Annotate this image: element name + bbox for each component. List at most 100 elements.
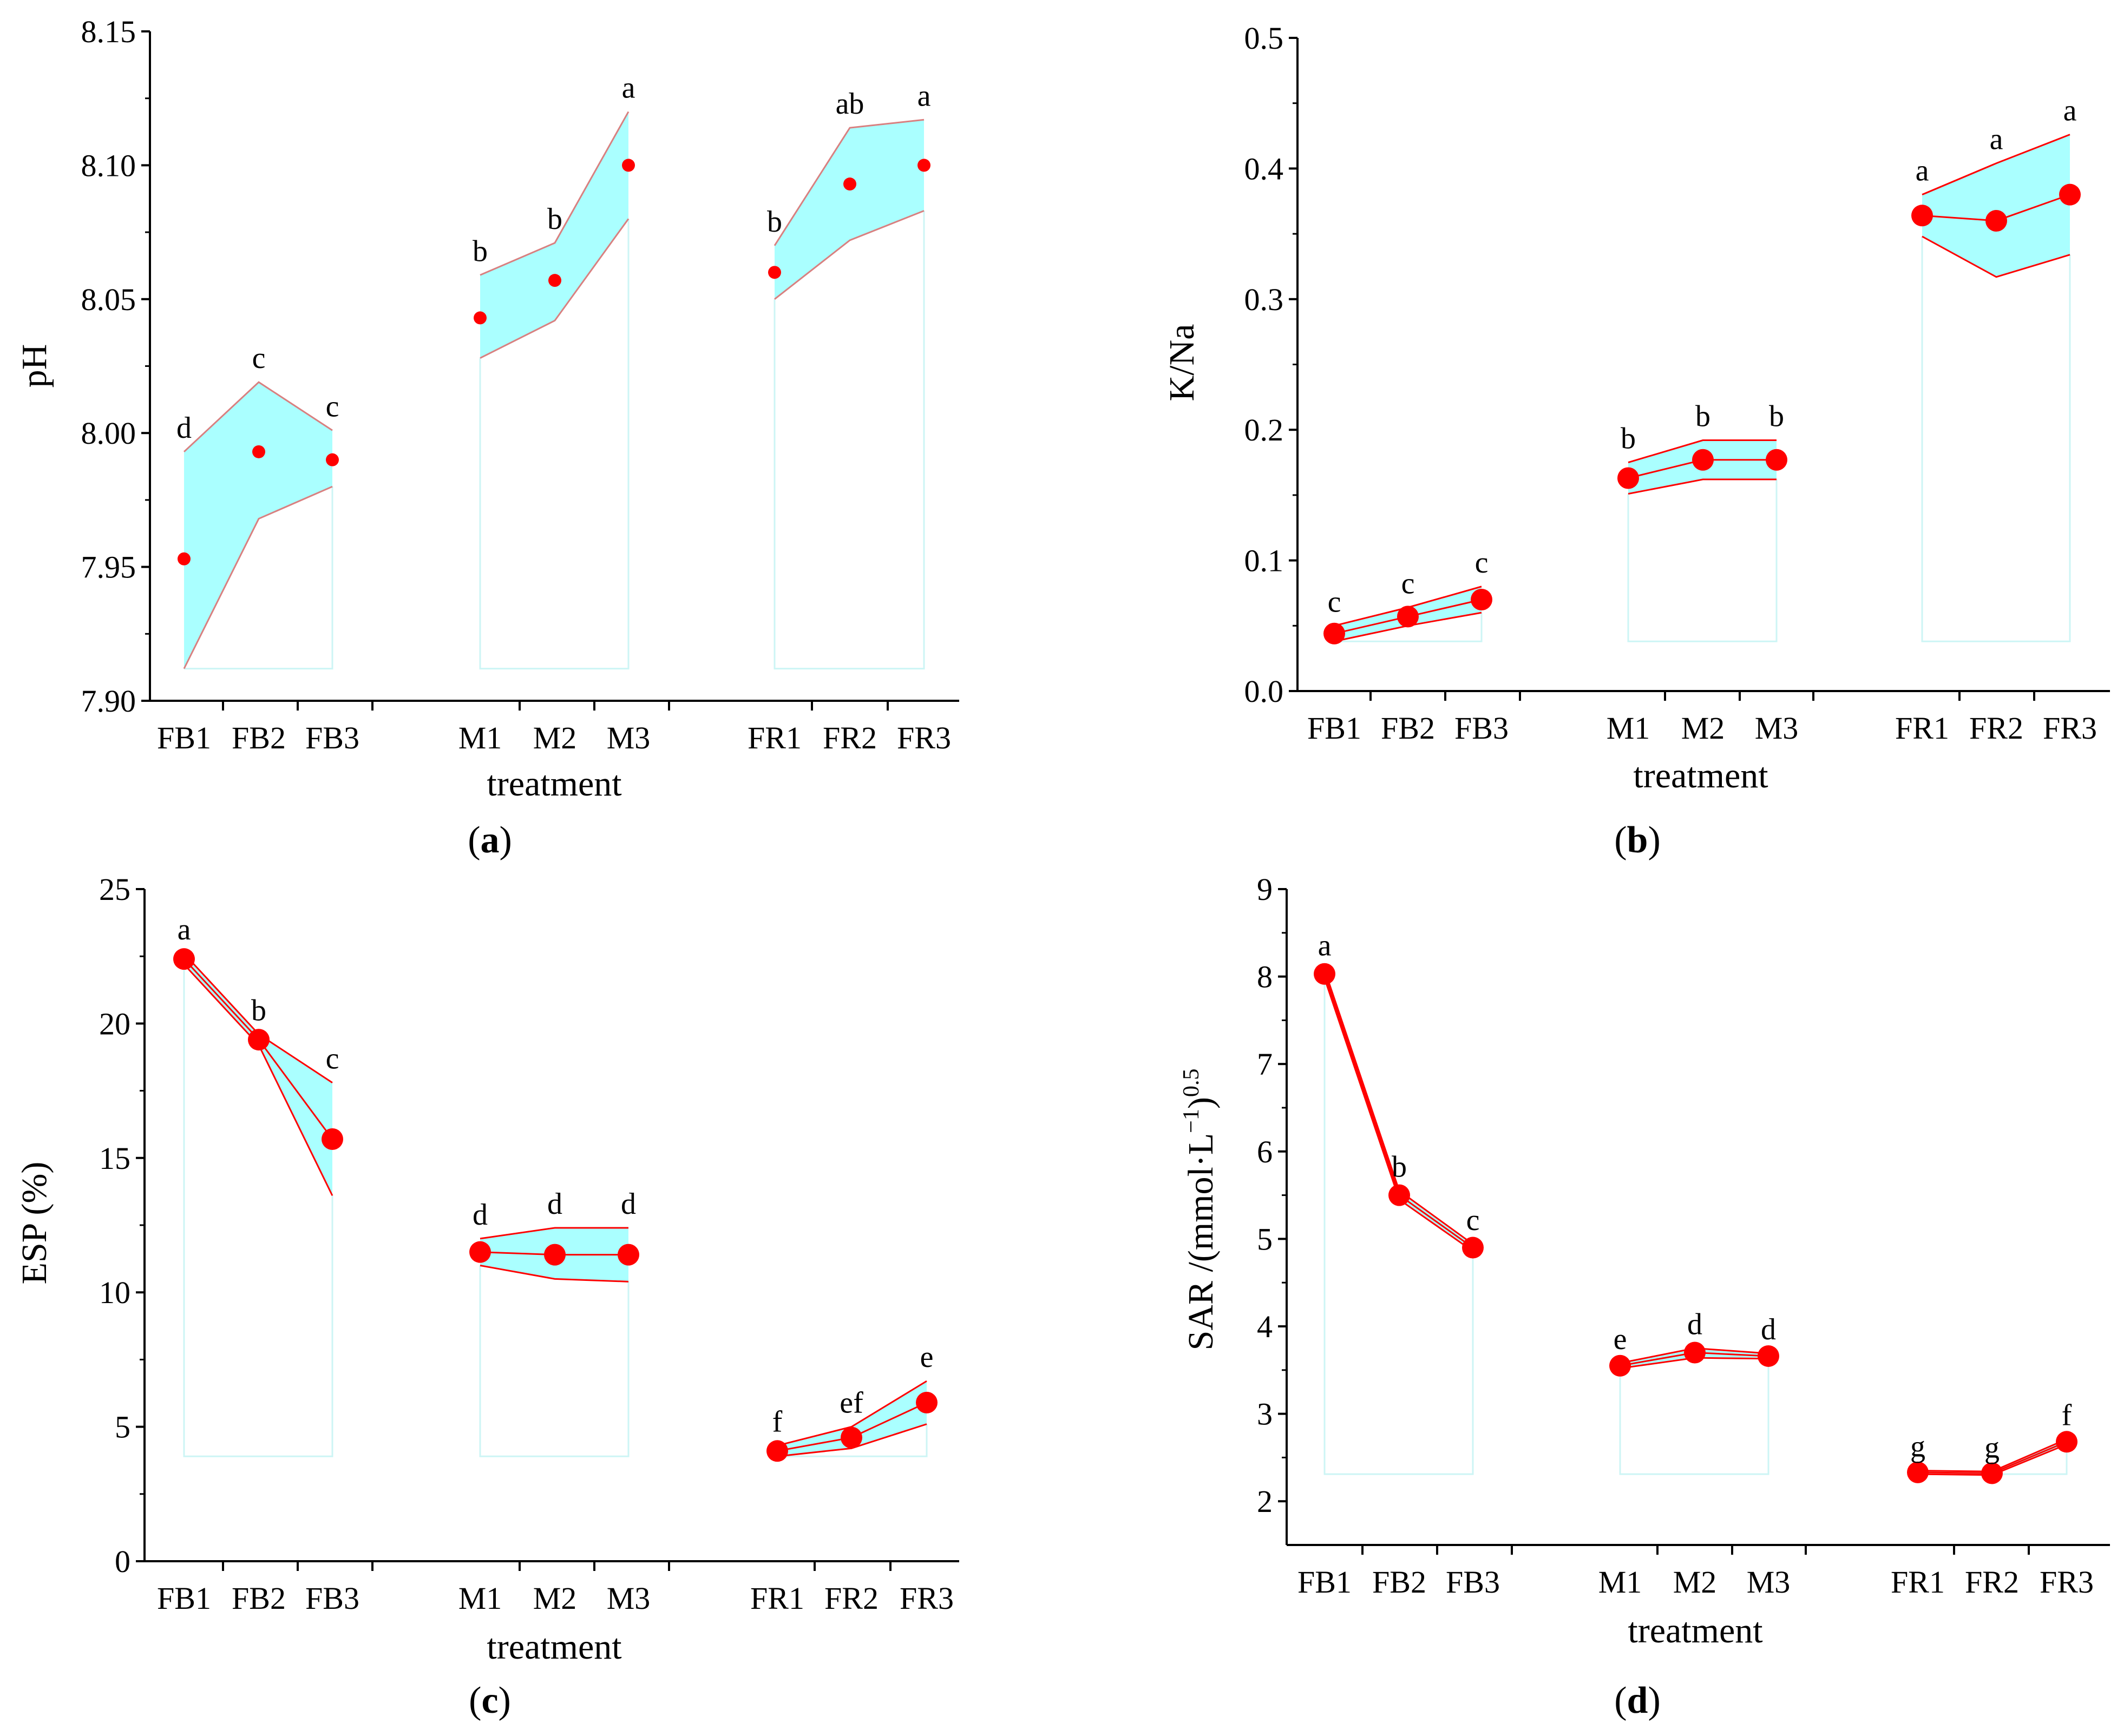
error-band <box>184 382 332 669</box>
significance-letter: d <box>621 1187 636 1221</box>
significance-letter: a <box>622 71 635 104</box>
y-tick-label: 7 <box>1257 1047 1273 1082</box>
significance-letter: c <box>1466 1204 1480 1237</box>
significance-letter: f <box>772 1405 783 1438</box>
band-upper-edge <box>480 111 630 276</box>
error-band <box>1325 969 1473 1252</box>
significance-letter: c <box>1328 585 1341 619</box>
y-axis-title: pH <box>15 344 54 388</box>
y-tick-label: 0.4 <box>1244 151 1284 186</box>
data-point-m3 <box>1758 1345 1779 1367</box>
error-band <box>777 1381 927 1457</box>
data-point-m2 <box>544 1244 566 1266</box>
y-tick-label: 8.15 <box>81 14 136 49</box>
band-base-outline <box>183 964 333 1457</box>
y-tick-label: 0.2 <box>1244 412 1284 448</box>
data-point-fb2 <box>1397 606 1419 628</box>
significance-letter: b <box>473 234 488 268</box>
band-lower-edge <box>1323 978 1473 1252</box>
panel-label-text: d <box>1627 1680 1648 1721</box>
x-tick-label-m2: M2 <box>1673 1564 1717 1600</box>
panel-label-a: (a) <box>468 819 512 861</box>
error-band <box>480 111 628 358</box>
panel-label-text: a <box>481 819 500 861</box>
band-base-outline <box>1619 1358 1769 1475</box>
data-point-m1 <box>1617 467 1639 489</box>
y-axis-title: SAR /(mmol·L−1)0.5 <box>1179 1069 1221 1351</box>
data-point-m2 <box>1692 449 1714 471</box>
x-tick-label-fb3: FB3 <box>1454 711 1509 746</box>
x-tick-label-fr1: FR1 <box>1891 1564 1945 1600</box>
y-tick-label: 10 <box>99 1275 130 1310</box>
significance-letter: b <box>1621 422 1636 456</box>
data-point-m1 <box>469 1241 491 1263</box>
y-tick-label: 8.00 <box>81 416 136 451</box>
band-lower-edge <box>480 1265 629 1283</box>
y-axis-title-exp2: 0.5 <box>1179 1069 1204 1097</box>
x-tick-label-fr2: FR2 <box>1969 711 2023 746</box>
significance-letter: a <box>178 913 191 946</box>
x-tick-label-fr1: FR1 <box>750 1581 804 1616</box>
band-upper-edge <box>1628 439 1777 463</box>
x-tick-label-fb3: FB3 <box>1446 1564 1500 1600</box>
data-point-fb1 <box>178 552 191 565</box>
data-point-fb1 <box>173 948 195 970</box>
data-point-m2 <box>548 274 561 287</box>
y-axis-title-main: SAR /(mmol·L <box>1181 1133 1221 1351</box>
y-tick-label: 3 <box>1257 1397 1273 1432</box>
data-point-fb2 <box>1388 1184 1410 1206</box>
significance-letter: d <box>473 1198 488 1232</box>
y-tick-label: 8.05 <box>81 282 136 317</box>
band-lower-edge <box>774 210 925 300</box>
band-base-outline <box>777 1424 928 1457</box>
significance-letter: ab <box>836 87 864 121</box>
y-axis-title: K/Na <box>1162 324 1202 402</box>
data-point-fr3 <box>916 1391 938 1413</box>
x-tick-label-fb2: FB2 <box>232 720 286 755</box>
x-tick-label-fr3: FR3 <box>897 720 951 755</box>
significance-letter: f <box>2062 1398 2072 1432</box>
panel-label-c: (c) <box>469 1680 511 1721</box>
y-axis-title-mid: ) <box>1181 1097 1221 1109</box>
data-point-fr1 <box>768 266 781 279</box>
data-point-fb3 <box>322 1128 343 1150</box>
significance-letter: d <box>176 411 192 445</box>
x-tick-label-fb1: FB1 <box>157 1581 211 1616</box>
significance-letter: b <box>1769 400 1784 433</box>
x-tick-label-m3: M3 <box>1755 711 1799 746</box>
band-lower-edge <box>480 218 630 359</box>
band-base-outline <box>1323 978 1474 1475</box>
data-point-m3 <box>1766 449 1787 471</box>
x-tick-label-m2: M2 <box>533 720 577 755</box>
x-tick-label-fb1: FB1 <box>1297 1564 1352 1600</box>
band-base-outline <box>479 1265 630 1457</box>
significance-letter: b <box>767 205 782 239</box>
data-point-fr1 <box>1911 205 1933 227</box>
y-tick-label: 20 <box>99 1006 130 1041</box>
significance-letter: b <box>547 202 562 236</box>
data-point-m2 <box>1684 1342 1706 1364</box>
data-point-fr3 <box>2056 1431 2077 1453</box>
x-tick-label-m2: M2 <box>533 1581 577 1616</box>
y-tick-label: 0.5 <box>1244 21 1284 56</box>
x-tick-label-fb2: FB2 <box>1372 1564 1426 1600</box>
data-point-fb2 <box>248 1029 270 1051</box>
band-upper-edge <box>774 119 925 246</box>
y-axis-title: ESP (%) <box>15 1162 54 1285</box>
band-base-outline <box>1921 236 2071 642</box>
error-band <box>1620 1348 1768 1369</box>
significance-letter: c <box>1401 567 1415 601</box>
significance-letter: b <box>1392 1150 1407 1184</box>
y-tick-label: 6 <box>1257 1134 1273 1169</box>
x-tick-label-m3: M3 <box>607 720 651 755</box>
significance-letter: a <box>2063 94 2077 128</box>
y-tick-label: 7.95 <box>81 550 136 585</box>
band-upper-edge <box>480 1227 628 1240</box>
significance-letter: d <box>547 1187 562 1221</box>
x-tick-label-m1: M1 <box>1607 711 1650 746</box>
significance-letter: g <box>1984 1431 2000 1464</box>
data-point-fb3 <box>1462 1237 1484 1259</box>
x-tick-label-fr2: FR2 <box>824 1581 879 1616</box>
error-band <box>184 954 332 1196</box>
